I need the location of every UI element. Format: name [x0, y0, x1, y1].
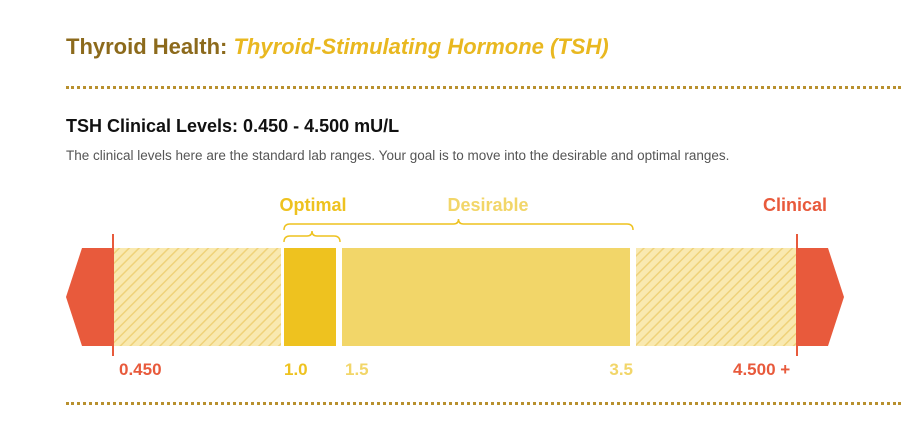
bottom-divider	[66, 402, 901, 405]
title-subtitle: Thyroid-Stimulating Hormone (TSH)	[233, 34, 609, 59]
clinical-label: Clinical	[763, 195, 827, 215]
desirable-bar	[342, 248, 630, 346]
top-divider	[66, 86, 901, 89]
section-description: The clinical levels here are the standar…	[66, 148, 730, 163]
desirable-label: Desirable	[447, 195, 528, 215]
title-main: Thyroid Health:	[66, 34, 234, 59]
page-title: Thyroid Health: Thyroid-Stimulating Horm…	[66, 34, 609, 60]
tick-label-1-5: 1.5	[345, 360, 369, 379]
optimal-label: Optimal	[279, 195, 346, 215]
tick-label-3-5: 3.5	[609, 360, 633, 379]
tick-label-4-500: 4.500 +	[733, 360, 790, 379]
tick-label-1-0: 1.0	[284, 360, 308, 379]
optimal-brace	[283, 230, 341, 243]
clinical-high-arrow	[797, 248, 844, 346]
section-heading: TSH Clinical Levels: 0.450 - 4.500 mU/L	[66, 116, 400, 136]
optimal-bar	[284, 248, 336, 346]
clinical-low-arrow	[66, 248, 113, 346]
hatched-zone-high	[636, 248, 797, 346]
desirable-brace	[283, 218, 634, 231]
hatched-zone-low	[113, 248, 281, 346]
tick-label-0-450: 0.450	[119, 360, 162, 379]
